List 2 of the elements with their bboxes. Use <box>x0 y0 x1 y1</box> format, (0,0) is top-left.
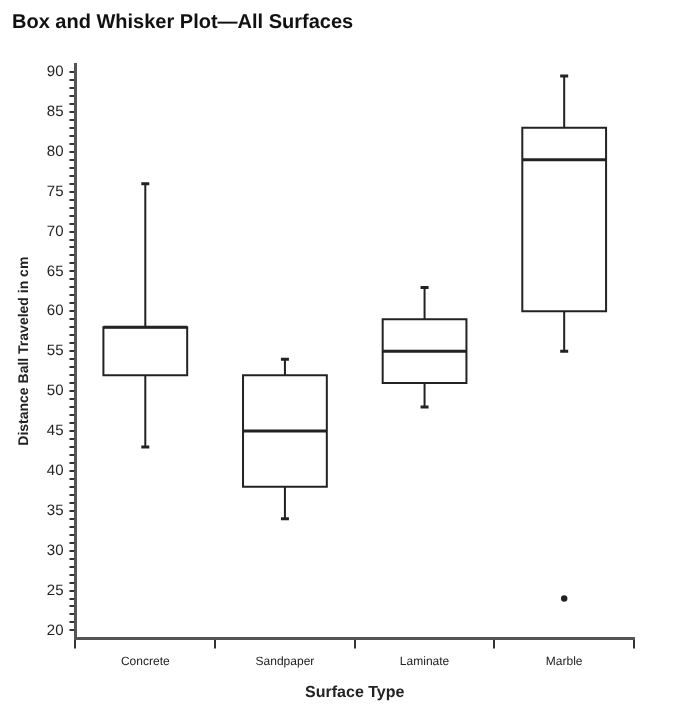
chart-title: Box and Whisker Plot—All Surfaces <box>12 12 354 34</box>
x-axis-title: Surface Type <box>305 682 406 701</box>
